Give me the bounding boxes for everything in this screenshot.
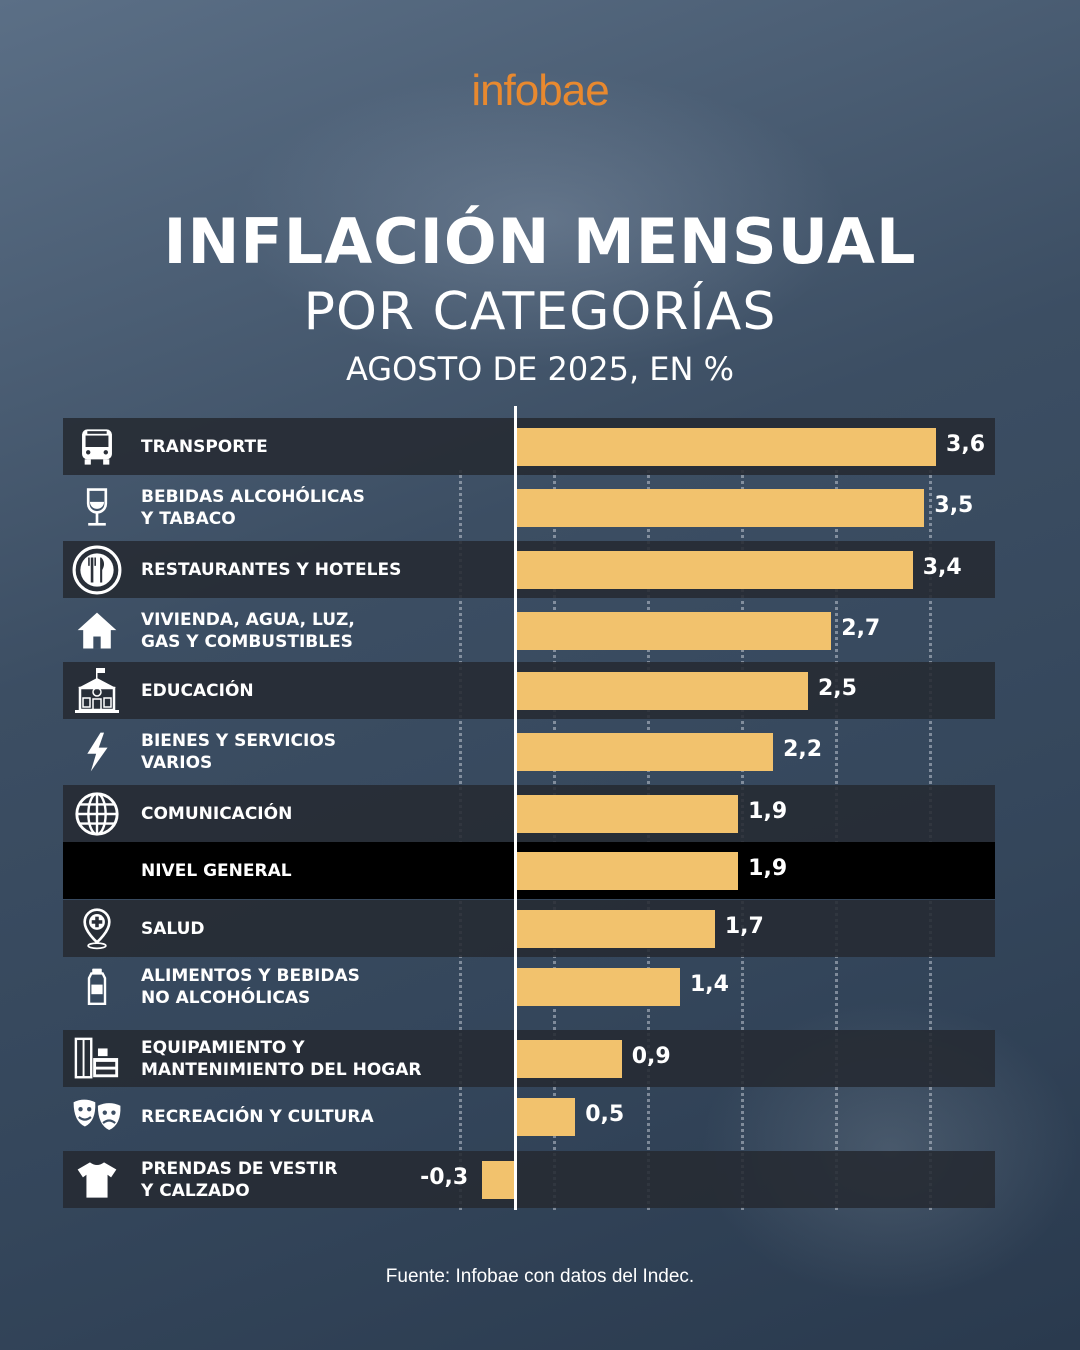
background-glow: [230, 70, 850, 370]
bar: [517, 1039, 622, 1078]
category-label: ALIMENTOS Y BEBIDAS NO ALCOHÓLICAS: [141, 965, 360, 1008]
category-row: PRENDAS DE VESTIR Y CALZADO: [63, 1151, 995, 1208]
bar: [517, 488, 925, 527]
data-label: 3,4: [922, 554, 962, 580]
data-label: 0,9: [631, 1043, 671, 1069]
category-label: PRENDAS DE VESTIR Y CALZADO: [141, 1158, 338, 1201]
lightning-icon: [71, 726, 123, 778]
bottle-icon: [71, 961, 123, 1013]
category-label: SALUD: [141, 918, 205, 939]
plate-cutlery-icon: [71, 544, 123, 596]
category-row: RECREACIÓN Y CULTURA: [63, 1088, 995, 1145]
globe-icon: [71, 788, 123, 840]
category-row: VIVIENDA, AGUA, LUZ, GAS Y COMBUSTIBLES: [63, 602, 995, 659]
school-icon: [71, 665, 123, 717]
bar: [517, 732, 774, 771]
bar: [517, 794, 739, 833]
category-label: BIENES Y SERVICIOS VARIOS: [141, 730, 337, 773]
category-label: BEBIDAS ALCOHÓLICAS Y TABACO: [141, 486, 365, 529]
house-icon: [71, 605, 123, 657]
bar: [517, 671, 808, 710]
tshirt-icon: [71, 1154, 123, 1206]
category-label: TRANSPORTE: [141, 436, 268, 457]
zero-axis: [514, 406, 517, 1210]
chart-period: AGOSTO DE 2025, EN %: [345, 350, 735, 388]
data-label: 2,7: [841, 615, 881, 641]
category-row: ALIMENTOS Y BEBIDAS NO ALCOHÓLICAS: [63, 958, 995, 1015]
theater-masks-icon: [71, 1091, 123, 1143]
bar: [517, 611, 832, 650]
bar: [517, 909, 715, 948]
category-label: VIVIENDA, AGUA, LUZ, GAS Y COMBUSTIBLES: [141, 609, 355, 652]
furniture-icon: [71, 1033, 123, 1085]
data-label: 3,6: [946, 431, 986, 457]
category-row: BEBIDAS ALCOHÓLICAS Y TABACO: [63, 479, 995, 536]
data-label: 1,9: [748, 855, 788, 881]
bar: [517, 427, 937, 466]
bar: [482, 1160, 517, 1199]
category-row: BIENES Y SERVICIOS VARIOS: [63, 723, 995, 780]
data-label: 0,5: [585, 1101, 625, 1127]
category-label: RESTAURANTES Y HOTELES: [141, 559, 402, 580]
data-label: -0,3: [420, 1164, 469, 1190]
data-label: 2,5: [818, 675, 857, 701]
data-label: 1,7: [724, 913, 764, 939]
bar: [517, 550, 913, 589]
category-label: EQUIPAMIENTO Y MANTENIMIENTO DEL HOGAR: [141, 1037, 422, 1080]
category-label: EDUCACIÓN: [141, 680, 254, 701]
category-label: NIVEL GENERAL: [141, 860, 292, 881]
category-label: COMUNICACIÓN: [141, 803, 293, 824]
bus-icon: [71, 421, 123, 473]
data-label: 1,4: [689, 971, 729, 997]
data-label: 2,2: [783, 736, 823, 762]
wine-glass-icon: [71, 482, 123, 534]
brand-logo: infobae: [471, 66, 609, 115]
category-label: RECREACIÓN Y CULTURA: [141, 1106, 374, 1127]
data-label: 3,5: [934, 492, 974, 518]
data-label: 1,9: [748, 798, 788, 824]
bar: [517, 1097, 576, 1136]
chart-title: INFLACIÓN MENSUAL: [163, 205, 917, 278]
bar: [517, 967, 680, 1006]
source-note: Fuente: Infobae con datos del Indec.: [385, 1266, 695, 1287]
bar: [517, 851, 739, 890]
health-pin-icon: [71, 903, 123, 955]
chart-subtitle: POR CATEGORÍAS: [303, 282, 777, 342]
